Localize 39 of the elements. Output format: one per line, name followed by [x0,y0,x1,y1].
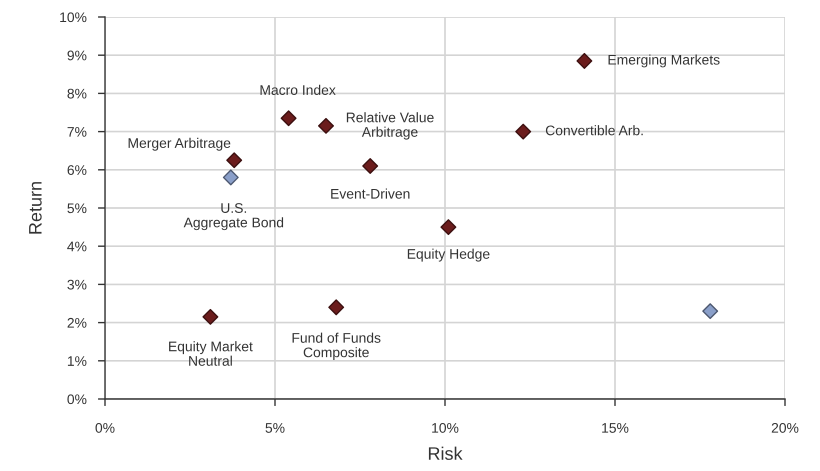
x-tick-label: 10% [432,422,458,433]
y-tick-label: 0% [67,394,86,404]
y-tick-label: 2% [68,318,86,328]
x-tick-label: 20% [772,422,798,433]
x-tick-label: 15% [602,423,628,433]
point [576,52,592,69]
annotation: Convertible Arb. [546,125,643,136]
point [280,110,297,126]
annotation: Fund of Funds Composite [292,332,380,360]
point [226,152,242,168]
y-tick-label: 8% [67,88,86,99]
x-axis-title: Risk [428,446,463,460]
annotation: Event-Driven [331,188,410,199]
x-tick-label: 0% [96,422,115,433]
point [362,158,378,174]
x-tick-label: 5% [266,423,285,433]
y-axis-title: Return [29,182,42,234]
annotation: Macro Index [260,84,336,95]
point [702,303,718,320]
y-tick-label: 1% [68,356,86,366]
point [222,169,239,186]
point [328,299,344,316]
y-tick-label: 3% [67,280,86,290]
annotation: Relative Value Arbitrage [346,112,434,140]
point [202,308,218,325]
y-tick-label: 4% [67,242,86,252]
point [318,118,334,134]
y-tick-label: 10% [60,12,86,22]
y-tick-label: 5% [67,203,86,214]
annotation: Equity Market Neutral [169,341,253,366]
point [440,219,456,236]
y-tick-label: 7% [68,126,86,137]
y-tick-label: 9% [68,50,86,60]
annotation: Emerging Markets [608,54,720,68]
annotation: U.S. Aggregate Bond [184,203,284,230]
annotation: Merger Arbitrage [128,138,230,151]
y-tick-label: 6% [68,165,86,175]
point [515,124,532,140]
annotation: Equity Hedge [408,248,490,262]
